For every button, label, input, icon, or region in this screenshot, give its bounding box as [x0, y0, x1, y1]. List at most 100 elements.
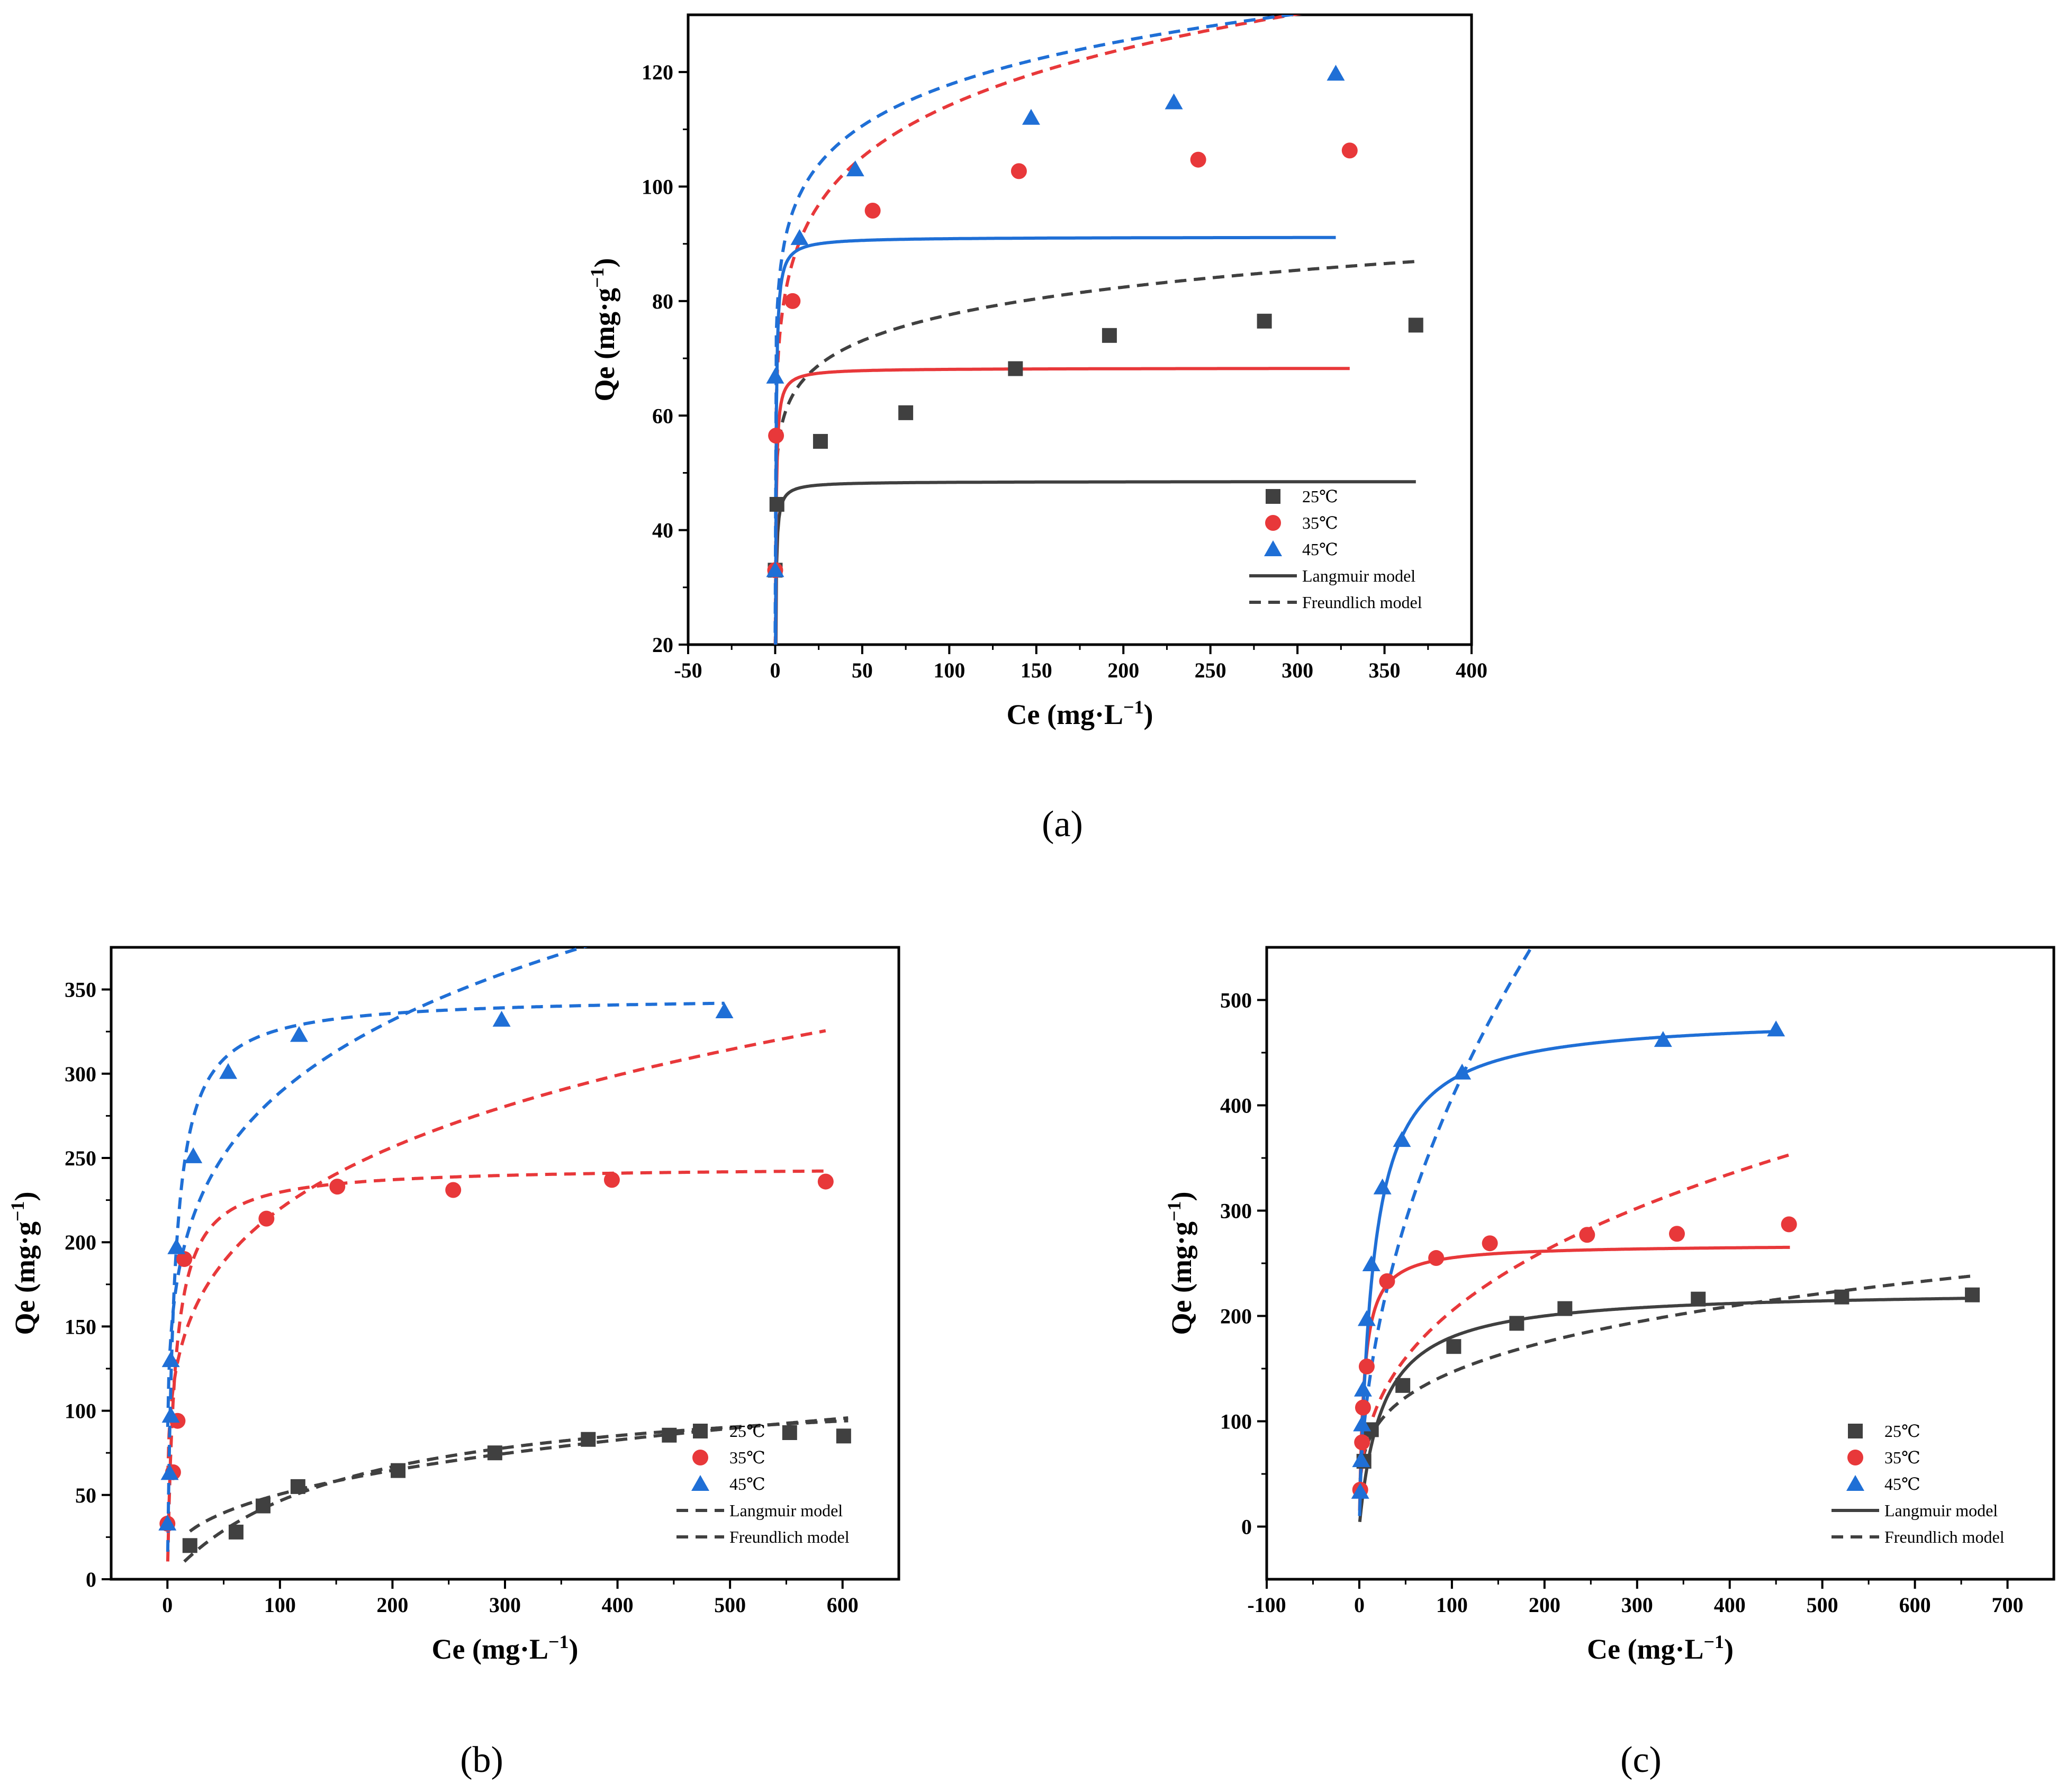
data-point-t35 — [1190, 151, 1206, 168]
model-curves — [1358, 947, 1973, 1523]
data-point-t25 — [1008, 361, 1023, 376]
data-point-t45 — [1354, 1380, 1372, 1397]
data-point-t25 — [290, 1479, 305, 1494]
x-axis-title: Ce (mg·L−1) — [1587, 1631, 1734, 1665]
x-tick-label: 200 — [1107, 658, 1139, 682]
x-tick-label: 100 — [1436, 1593, 1468, 1617]
data-point-t45 — [160, 1464, 179, 1480]
x-tick-label: 400 — [602, 1593, 634, 1617]
x-tick-label: 150 — [1021, 658, 1052, 682]
data-point-t35 — [1579, 1227, 1595, 1243]
data-point-t45 — [1327, 65, 1345, 81]
legend-label: 35℃ — [1884, 1448, 1920, 1467]
y-tick-label: 0 — [86, 1568, 96, 1591]
data-point-t45 — [1351, 1482, 1369, 1499]
langmuir-curve-t35 — [774, 367, 1350, 645]
freundlich-curve-t45 — [166, 947, 588, 1427]
langmuir-curve-t25 — [774, 480, 1416, 645]
data-point-t25 — [769, 496, 784, 512]
data-point-t35 — [603, 1172, 620, 1188]
data-point-t45 — [290, 1026, 308, 1042]
x-axis-title: Ce (mg·L−1) — [432, 1631, 579, 1665]
data-point-t45 — [1352, 1451, 1370, 1468]
legend: 25℃ 35℃ 45℃ Langmuir model Freundlich model — [1249, 487, 1422, 612]
data-point-t25 — [581, 1432, 596, 1447]
data-point-t45 — [1654, 1031, 1672, 1047]
data-point-t25 — [1102, 328, 1117, 343]
data-point-t35 — [1355, 1399, 1371, 1416]
data-point-t35 — [1011, 163, 1027, 179]
data-point-t35 — [1379, 1273, 1395, 1289]
y-tick-label: 250 — [65, 1146, 96, 1170]
x-tick-label: 400 — [1714, 1593, 1746, 1617]
legend-label: Langmuir model — [1302, 566, 1415, 585]
data-point-t25 — [898, 405, 914, 420]
plot-frame — [110, 946, 900, 1581]
y-tick-label: 350 — [65, 978, 96, 1002]
legend-label: 45℃ — [1884, 1474, 1920, 1494]
legend-label: 25℃ — [1884, 1422, 1920, 1441]
y-tick-label: 100 — [65, 1399, 96, 1423]
data-point-t25 — [228, 1524, 243, 1540]
x-tick-label: 300 — [1282, 658, 1313, 682]
data-point-t35 — [1668, 1226, 1685, 1242]
y-tick-label: 200 — [65, 1230, 96, 1254]
legend-label: Langmuir model — [1884, 1501, 1998, 1520]
y-tick-label: 500 — [1220, 989, 1252, 1012]
x-tick-label: 300 — [1621, 1593, 1653, 1617]
y-tick-label: 300 — [65, 1062, 96, 1086]
x-tick-label: 0 — [1354, 1593, 1365, 1617]
legend-label: Freundlich model — [729, 1527, 850, 1546]
x-tick-label: 250 — [1195, 658, 1226, 682]
data-point-t45 — [219, 1063, 238, 1079]
data-point-t35 — [1428, 1250, 1445, 1266]
data-point-t35 — [445, 1182, 462, 1198]
x-tick-label: 200 — [376, 1593, 408, 1617]
data-point-t35 — [329, 1179, 346, 1195]
data-point-t45 — [846, 160, 864, 177]
y-tick-label: 200 — [1220, 1305, 1252, 1328]
y-tick-label: 400 — [1220, 1094, 1252, 1118]
legend: 25℃ 35℃ 45℃ Langmuir model Freundlich model — [676, 1422, 850, 1546]
legend-label: 35℃ — [1302, 513, 1338, 532]
y-tick-label: 40 — [652, 519, 673, 542]
data-point-t25 — [391, 1463, 406, 1478]
data-point-t35 — [864, 202, 881, 219]
panel-label: (c) — [1620, 1740, 1662, 1780]
x-tick-label: 600 — [1899, 1593, 1931, 1617]
legend-marker-t25 — [1266, 489, 1280, 504]
y-tick-label: 50 — [75, 1483, 96, 1507]
data-point-t25 — [662, 1427, 677, 1443]
data-markers — [1351, 1020, 1980, 1499]
langmuir-curve-t35 — [1358, 1245, 1790, 1511]
y-tick-label: 20 — [652, 633, 673, 657]
model-curves — [773, 15, 1420, 645]
data-point-t25 — [1446, 1339, 1461, 1354]
y-axis-title: Qe (mg·g−1) — [587, 258, 620, 402]
data-point-t45 — [766, 367, 784, 384]
data-point-t35 — [258, 1210, 275, 1227]
y-tick-label: 300 — [1220, 1199, 1252, 1223]
y-tick-label: 60 — [652, 404, 673, 428]
legend: 25℃ 35℃ 45℃ Langmuir model Freundlich model — [1832, 1422, 2005, 1546]
data-point-t45 — [1453, 1063, 1472, 1080]
data-point-t25 — [1834, 1289, 1850, 1305]
x-tick-label: 50 — [852, 658, 873, 682]
legend-marker-t25 — [693, 1424, 708, 1438]
legend-label: Freundlich model — [1302, 593, 1422, 612]
data-point-t45 — [1357, 1310, 1376, 1326]
legend-marker-t25 — [1848, 1424, 1863, 1438]
chart-panel-b: 0 100 200 300 400 500 600 0 50 100 150 200 250 300 350… — [7, 946, 900, 1780]
chart-panel-a: -50 0 50 100 150 200 250 300 350 400 20 40 60 80 100 12… — [587, 13, 1487, 845]
freundlich-curve-t35 — [166, 1029, 826, 1478]
data-point-t35 — [1341, 142, 1358, 159]
data-point-t45 — [1022, 108, 1040, 125]
x-tick-label: 200 — [1529, 1593, 1560, 1617]
data-point-t35 — [1482, 1235, 1498, 1252]
data-point-t25 — [182, 1538, 197, 1553]
freundlich-curve-t45 — [773, 15, 1303, 633]
x-tick-label: 600 — [827, 1593, 859, 1617]
langmuir-curve-t35 — [166, 1169, 826, 1562]
y-axis-title: Qe (mg·g−1) — [1163, 1192, 1197, 1335]
freundlich-curve-t25 — [1358, 1274, 1973, 1480]
